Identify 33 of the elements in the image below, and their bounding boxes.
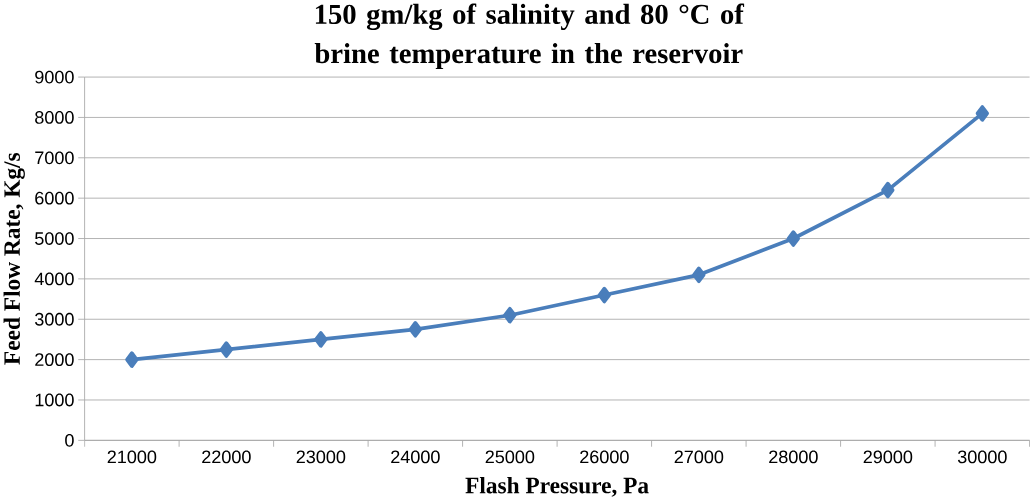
chart-title: 150 gm/kg of salinity and 80 °C of brine temperature in the reservoir bbox=[314, 3, 745, 69]
y-tick-label: 5000 bbox=[35, 231, 74, 245]
x-tick-label: 24000 bbox=[391, 450, 440, 464]
y-axis-title: Feed Flow Rate, Kg/s bbox=[3, 152, 25, 365]
y-tick-label: 0 bbox=[65, 433, 74, 447]
point bbox=[314, 331, 328, 348]
x-tick-label: 26000 bbox=[580, 450, 629, 464]
point bbox=[786, 230, 800, 247]
point bbox=[503, 306, 517, 324]
point bbox=[692, 266, 706, 283]
y-tick-label: 6000 bbox=[35, 191, 74, 205]
y-tick-label: 9000 bbox=[35, 70, 74, 84]
point bbox=[975, 105, 989, 122]
x-tick-label: 29000 bbox=[863, 450, 913, 464]
x-tick-label: 25000 bbox=[485, 450, 535, 464]
x-tick-label: 27000 bbox=[674, 450, 724, 464]
x-tick-label: 22000 bbox=[202, 450, 251, 464]
point bbox=[881, 181, 895, 199]
y-tick-label: 3000 bbox=[35, 312, 74, 326]
x-tick-label: 23000 bbox=[296, 450, 346, 464]
y-tick-label: 8000 bbox=[35, 110, 74, 124]
y-tick-label: 1000 bbox=[35, 393, 74, 407]
point bbox=[125, 351, 139, 368]
y-tick-label: 4000 bbox=[34, 272, 74, 286]
x-tick-label: 21000 bbox=[107, 450, 157, 464]
y-tick-label: 2000 bbox=[35, 353, 74, 366]
point bbox=[408, 320, 422, 338]
point bbox=[219, 341, 233, 358]
x-tick-label: 28000 bbox=[769, 450, 818, 464]
point bbox=[597, 286, 611, 304]
x-tick-label: 30000 bbox=[957, 450, 1007, 464]
y-tick-label: 7000 bbox=[35, 151, 74, 165]
x-axis-title: Flash Pressure, Pa bbox=[465, 476, 649, 497]
